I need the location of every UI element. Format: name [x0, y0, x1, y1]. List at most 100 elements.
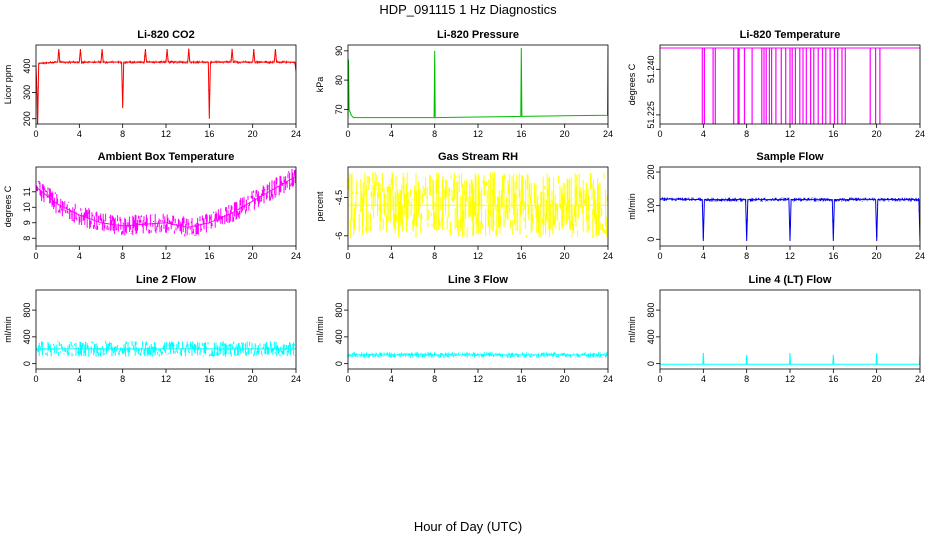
x-tick-label: 4: [77, 374, 82, 384]
x-tick-label: 20: [560, 129, 570, 139]
x-tick-label: 16: [828, 374, 838, 384]
y-tick-label: 400: [22, 59, 32, 74]
panel-8: Line 3 Flow 0 4 8 12 16 20 24 0 400 800 ml/min: [315, 274, 613, 384]
x-tick-label: 8: [432, 251, 437, 261]
y-tick-label: 11: [22, 187, 32, 196]
y-axis-label: ml/min: [3, 316, 13, 343]
x-tick-label: 0: [657, 251, 662, 261]
y-tick-label: 9: [22, 220, 32, 225]
y-tick-label: 80: [334, 75, 344, 85]
y-tick-label: 800: [334, 303, 344, 318]
x-tick-label: 24: [603, 251, 613, 261]
y-tick-label: 0: [646, 237, 656, 242]
x-tick-label: 4: [389, 129, 394, 139]
y-tick-label: 0: [22, 361, 32, 366]
y-tick-label: 200: [22, 111, 32, 126]
panel-title: Li-820 CO2: [137, 29, 194, 41]
series-dropouts: [701, 48, 881, 124]
x-tick-label: 4: [701, 251, 706, 261]
y-axis-label: ml/min: [627, 316, 637, 343]
x-tick-label: 16: [516, 374, 526, 384]
x-tick-label: 0: [345, 129, 350, 139]
panel-title: Line 4 (LT) Flow: [749, 274, 832, 286]
series-texture: [36, 48, 296, 106]
y-tick-label: 51.240: [646, 56, 656, 84]
y-tick-label: 400: [334, 329, 344, 344]
x-tick-label: 20: [560, 374, 570, 384]
y-tick-label: 200: [646, 165, 656, 180]
panel-title: Line 2 Flow: [136, 274, 196, 286]
plot-frame: [347, 44, 609, 125]
x-tick-label: 16: [828, 129, 838, 139]
plot-frame: [35, 289, 297, 370]
y-tick-label: -4.5: [334, 190, 344, 206]
y-axis-label: Licor ppm: [3, 65, 13, 105]
x-tick-label: 8: [744, 129, 749, 139]
x-tick-label: 4: [389, 251, 394, 261]
figure-xlabel: Hour of Day (UTC): [414, 519, 522, 534]
x-tick-label: 16: [516, 129, 526, 139]
x-tick-label: 8: [432, 129, 437, 139]
x-tick-label: 12: [161, 374, 171, 384]
y-tick-label: 8: [22, 236, 32, 241]
x-tick-label: 0: [345, 374, 350, 384]
x-tick-label: 16: [828, 251, 838, 261]
plot-area: [660, 47, 920, 124]
x-tick-label: 4: [77, 251, 82, 261]
series-texture: [36, 169, 296, 237]
y-axis-label: degrees C: [3, 185, 13, 227]
x-tick-label: 12: [473, 129, 483, 139]
figure-title: HDP_091115 1 Hz Diagnostics: [379, 2, 557, 17]
x-tick-label: 24: [915, 251, 925, 261]
x-tick-label: 16: [204, 251, 214, 261]
panel-1: Li-820 CO2 0 4 8 12 16 20 24 200 300 400 Licor ppm: [3, 29, 301, 139]
x-tick-label: 0: [345, 251, 350, 261]
plot-area: [36, 48, 296, 124]
x-tick-label: 12: [473, 374, 483, 384]
y-axis-label: degrees C: [627, 63, 637, 105]
series-line: [660, 198, 920, 242]
y-tick-label: 0: [334, 361, 344, 366]
x-tick-label: 0: [657, 129, 662, 139]
panel-6: Sample Flow 0 4 8 12 16 20 24 0 100 200 ml/min: [627, 151, 925, 261]
y-axis-label: ml/min: [627, 193, 637, 220]
x-tick-label: 24: [915, 374, 925, 384]
panel-3: Li-820 Temperature 0 4 8 12 16 20 24 51.225 51.24…: [627, 29, 925, 139]
x-tick-label: 12: [785, 129, 795, 139]
plot-area: [36, 169, 296, 237]
x-tick-label: 20: [248, 251, 258, 261]
x-tick-label: 8: [120, 251, 125, 261]
y-tick-label: 0: [646, 361, 656, 366]
y-tick-label: 400: [646, 329, 656, 344]
y-tick-label: -6: [334, 232, 344, 240]
x-tick-label: 12: [161, 129, 171, 139]
x-tick-label: 20: [872, 374, 882, 384]
panel-7: Line 2 Flow 0 4 8 12 16 20 24 0 400 800 ml/min: [3, 274, 301, 384]
y-tick-label: 10: [22, 202, 32, 212]
y-tick-label: 70: [334, 104, 344, 114]
x-tick-label: 16: [204, 129, 214, 139]
panel-4: Ambient Box Temperature 0 4 8 12 16 20 24 8 9 10 11…: [3, 151, 301, 261]
panel-title: Line 3 Flow: [448, 274, 508, 286]
x-tick-label: 24: [291, 129, 301, 139]
x-tick-label: 8: [120, 129, 125, 139]
x-tick-label: 12: [161, 251, 171, 261]
panel-2: Li-820 Pressure 0 4 8 12 16 20 24 70 80 90 kPa: [315, 29, 613, 139]
y-tick-label: 800: [22, 303, 32, 318]
x-tick-label: 12: [785, 251, 795, 261]
x-tick-label: 8: [120, 374, 125, 384]
x-tick-label: 16: [516, 251, 526, 261]
panel-title: Sample Flow: [756, 151, 824, 163]
x-tick-label: 12: [473, 251, 483, 261]
plot-area: [348, 352, 608, 358]
panel-title: Ambient Box Temperature: [98, 151, 235, 163]
x-tick-label: 0: [657, 374, 662, 384]
y-tick-label: 300: [22, 85, 32, 100]
plot-area: [660, 352, 920, 365]
panel-title: Gas Stream RH: [438, 151, 518, 163]
x-tick-label: 20: [248, 129, 258, 139]
x-tick-label: 0: [33, 374, 38, 384]
x-tick-label: 4: [77, 129, 82, 139]
